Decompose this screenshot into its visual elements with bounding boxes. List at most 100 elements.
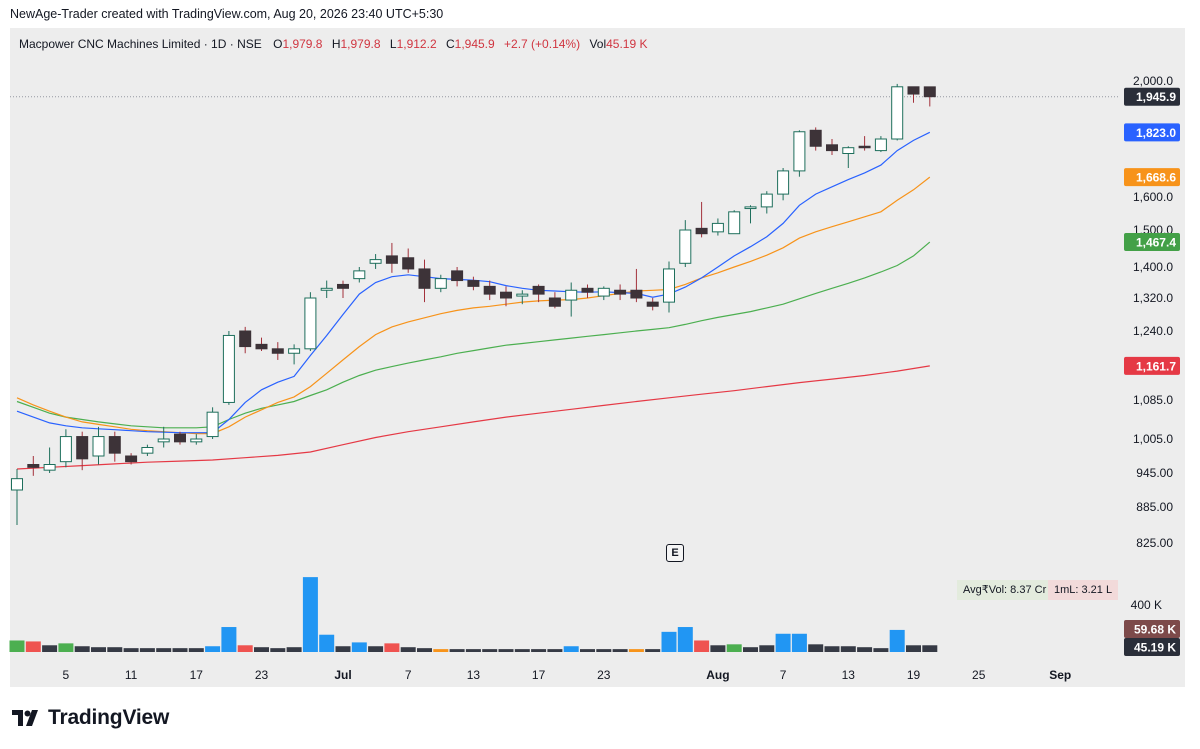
candle-body: [418, 268, 431, 289]
candle-body: [288, 348, 301, 354]
candle-body: [271, 348, 284, 354]
volume-bar: [172, 648, 188, 652]
volume-bar: [123, 648, 139, 652]
volume-bar: [74, 646, 90, 652]
price-tick-label: 1,240.0: [1133, 324, 1173, 338]
volume-bar: [417, 648, 432, 652]
date-tick-label: 19: [907, 668, 921, 682]
open-label: O: [273, 37, 283, 51]
volume-bar: [873, 648, 889, 652]
volume-bar: [645, 649, 661, 652]
candle-body: [907, 86, 920, 95]
volume-bar: [205, 646, 221, 652]
price-tick-label: 2,000.0: [1133, 74, 1173, 88]
volume-bar: [743, 647, 758, 652]
volume-bar: [726, 644, 742, 652]
volume-bar: [840, 646, 856, 652]
date-tick-label: 13: [467, 668, 481, 682]
candle-body: [369, 259, 382, 264]
candle-body: [842, 147, 855, 154]
volume-bar: [596, 649, 612, 652]
volume-bar: [188, 648, 204, 652]
date-tick-label: Aug: [706, 668, 729, 682]
candle-body: [239, 330, 252, 348]
candle-body: [141, 447, 154, 454]
volume-bar: [482, 649, 498, 652]
volume-tag: [1124, 620, 1180, 638]
candle-body: [11, 478, 23, 491]
volume-bar: [384, 643, 400, 652]
date-tick-label: Sep: [1049, 668, 1071, 682]
candle-body: [809, 129, 822, 147]
symbol-legend: Macpower CNC Machines Limited · 1D · NSE…: [19, 37, 654, 51]
vol-label: Vol: [589, 37, 607, 51]
candle-body: [923, 86, 936, 98]
volume-bar: [824, 646, 840, 652]
candle-body: [157, 438, 170, 443]
volume-bar: [759, 645, 775, 652]
brand-name: TradingView: [48, 706, 170, 729]
volume-bar: [221, 627, 237, 652]
volume-tag: [1124, 638, 1180, 656]
price-tag-label: 1,668.6: [1136, 171, 1176, 185]
chart-caption: NewAge-Trader created with TradingView.c…: [10, 7, 444, 21]
price-tag-label: 1,823.0: [1136, 126, 1176, 140]
volume-bar: [661, 631, 677, 652]
date-tick-label: 25: [972, 668, 986, 682]
high-label: H: [331, 37, 341, 51]
price-tick-label: 1,320.0: [1133, 291, 1173, 305]
volume-bar: [25, 641, 41, 652]
volume-bar: [514, 649, 530, 652]
price-tag: [1124, 233, 1180, 252]
date-tick-label: 23: [597, 668, 611, 682]
date-tick-label: 23: [255, 668, 269, 682]
candle-body: [27, 464, 40, 468]
volume-bar: [677, 627, 693, 652]
candle-body: [614, 289, 627, 295]
open-value: 1,979.8: [282, 37, 323, 51]
price-tick-label: 945.00: [1136, 466, 1173, 480]
candle-body: [337, 283, 349, 289]
volume-bar: [319, 634, 335, 652]
candle-body: [597, 287, 610, 297]
candle-body: [353, 270, 366, 280]
date-tick-label: 11: [125, 668, 138, 682]
candle-body: [402, 257, 415, 270]
volume-bar: [107, 647, 123, 652]
earnings-event-marker[interactable]: E: [666, 544, 684, 562]
candle-body: [108, 436, 121, 454]
volume-bar: [563, 646, 579, 652]
candle-body: [255, 343, 268, 350]
tradingview-brand[interactable]: TradingView: [12, 706, 169, 730]
volume-bar: [531, 649, 547, 652]
volume-bar: [351, 642, 367, 652]
volume-bar: [58, 643, 74, 652]
candle-body: [43, 464, 56, 471]
date-tick-label: 7: [780, 668, 787, 682]
candle-body: [711, 222, 724, 233]
ma20-line: [16, 176, 931, 435]
candle-body: [744, 206, 757, 210]
chart-frame[interactable]: [10, 28, 1185, 687]
volume-bar: [91, 647, 106, 652]
volume-bar: [628, 649, 644, 652]
low-label: L: [389, 37, 397, 51]
volume-bar: [449, 649, 465, 652]
price-tag-label: 1,945.9: [1136, 90, 1176, 104]
candle-body: [891, 86, 904, 140]
volume-bar: [889, 629, 905, 652]
candle-body: [516, 293, 529, 297]
symbol-name: Macpower CNC Machines Limited · 1D · NSE: [19, 37, 262, 51]
price-tick-label: 1,085.0: [1133, 393, 1173, 407]
volume-tag-label: 59.68 K: [1134, 623, 1176, 637]
candle-body: [826, 144, 838, 152]
volume-bar: [694, 640, 710, 652]
price-tag: [1124, 168, 1180, 187]
price-tag-label: 1,467.4: [1136, 236, 1176, 250]
date-tick-label: 7: [405, 668, 412, 682]
volume-bar: [612, 649, 628, 652]
date-tick-label: 5: [63, 668, 70, 682]
ma50-line: [16, 241, 931, 429]
volume-bar: [400, 647, 416, 652]
